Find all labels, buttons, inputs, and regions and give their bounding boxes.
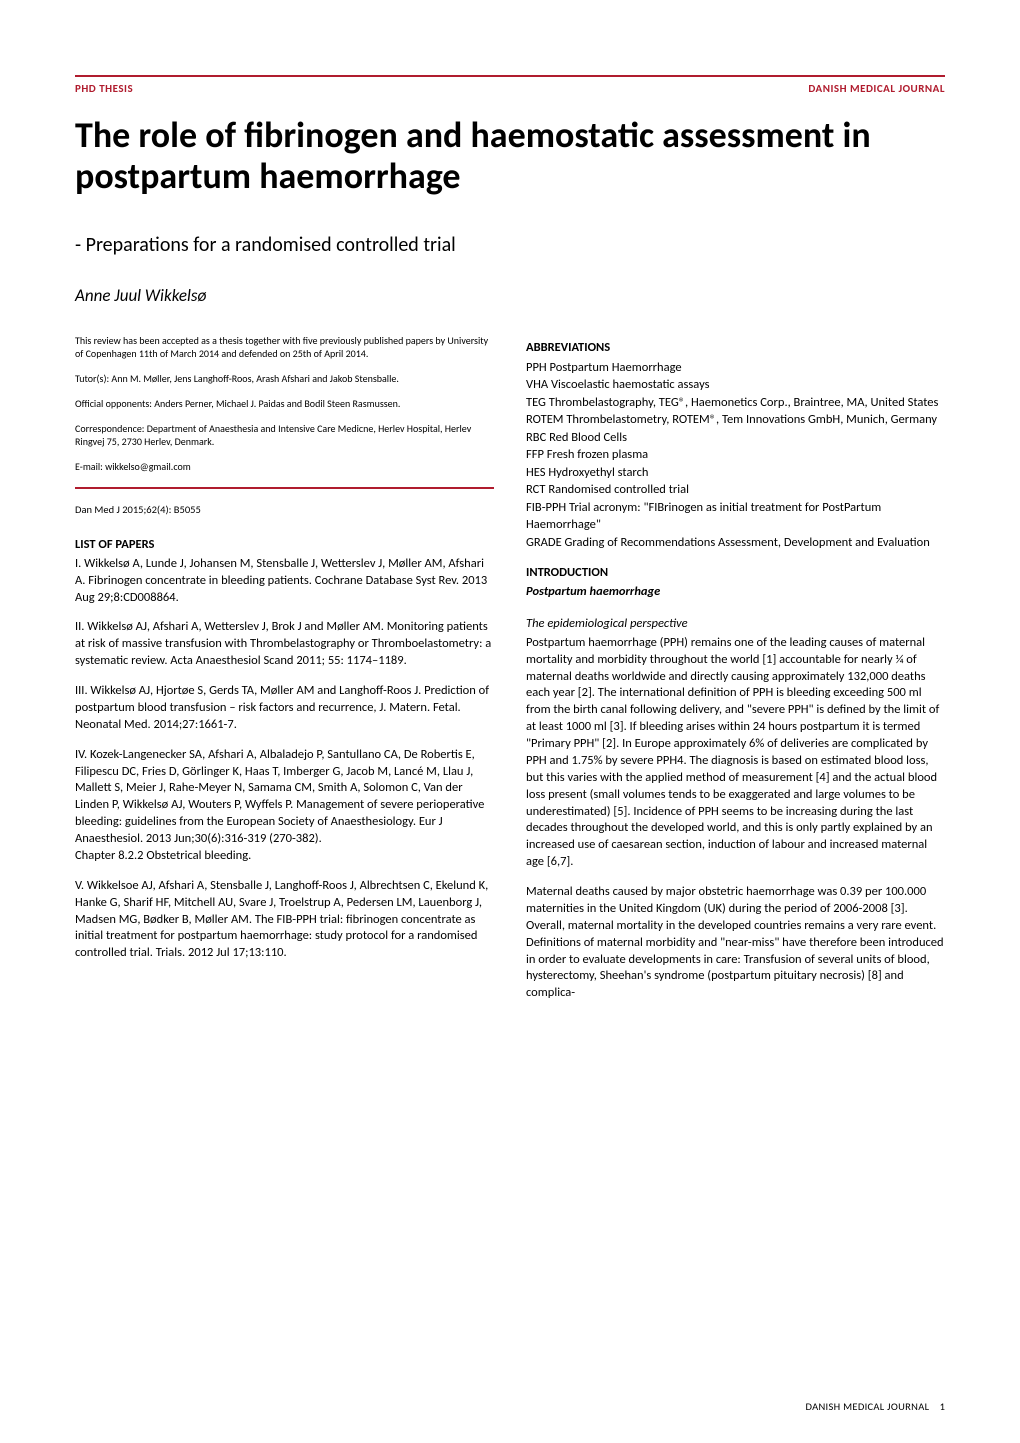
abbr-line: RBC Red Blood Cells	[526, 429, 945, 447]
email: E-mail: wikkelso@gmail.com	[75, 460, 494, 473]
abbr-line: ROTEM Thrombelastometry, ROTEM®, Tem Inn…	[526, 411, 945, 429]
paper-4: IV. Kozek-Langenecker SA, Afshari A, Alb…	[75, 747, 494, 848]
abbreviations-list: PPH Postpartum Haemorrhage VHA Viscoelas…	[526, 359, 945, 552]
paper-1: I. Wikkelsø A, Lunde J, Johansen M, Sten…	[75, 556, 494, 607]
top-rule	[75, 75, 945, 77]
paper-2: II. Wikkelsø AJ, Afshari A, Wetterslev J…	[75, 619, 494, 670]
paper-3: III. Wikkelsø AJ, Hjortøe S, Gerds TA, M…	[75, 683, 494, 734]
abbr-line: GRADE Grading of Recommendations Assessm…	[526, 534, 945, 552]
epi-para-1: Postpartum haemorrhage (PPH) remains one…	[526, 635, 945, 871]
epi-subhead: The epidemiological perspective	[526, 616, 945, 633]
abbr-line: TEG Thrombelastography, TEG®, Haemonetic…	[526, 394, 945, 412]
footer-page-number: 1	[940, 1400, 945, 1413]
correspondence: Correspondence: Department of Anaesthesi…	[75, 422, 494, 448]
abbr-line: HES Hydroxyethyl starch	[526, 464, 945, 482]
list-of-papers-head: LIST OF PAPERS	[75, 537, 494, 554]
footer: DANISH MEDICAL JOURNAL 1	[805, 1400, 945, 1413]
abbr-line: VHA Viscoelastic haemostatic assays	[526, 376, 945, 394]
page-title: The role of fibrinogen and haemostatic a…	[75, 115, 945, 198]
author: Anne Juul Wikkelsø	[75, 285, 945, 306]
abbr-line: PPH Postpartum Haemorrhage	[526, 359, 945, 377]
paper-4-chapter: Chapter 8.2.2 Obstetrical bleeding.	[75, 848, 494, 865]
opponents: Official opponents: Anders Perner, Micha…	[75, 397, 494, 410]
right-column: ABBREVIATIONS PPH Postpartum Haemorrhage…	[526, 334, 945, 1002]
divider-rule	[75, 487, 494, 489]
abbr-line: FFP Fresh frozen plasma	[526, 446, 945, 464]
left-column: This review has been accepted as a thesi…	[75, 334, 494, 1002]
subtitle: - Preparations for a randomised controll…	[75, 233, 945, 257]
epi-para-2: Maternal deaths caused by major obstetri…	[526, 884, 945, 1002]
abbreviations-head: ABBREVIATIONS	[526, 340, 945, 357]
citation: Dan Med J 2015;62(4): B5055	[75, 503, 494, 517]
acceptance-note: This review has been accepted as a thesi…	[75, 334, 494, 360]
tutors: Tutor(s): Ann M. Møller, Jens Langhoff-R…	[75, 372, 494, 385]
introduction-head: INTRODUCTION	[526, 565, 945, 582]
abbr-line: RCT Randomised controlled trial	[526, 481, 945, 499]
header-right: DANISH MEDICAL JOURNAL	[808, 82, 945, 95]
paper-4-block: IV. Kozek-Langenecker SA, Afshari A, Alb…	[75, 747, 494, 865]
abbr-line: FIB-PPH Trial acronym: "FIBrinogen as in…	[526, 499, 945, 534]
header-row: PHD THESIS DANISH MEDICAL JOURNAL	[75, 82, 945, 95]
spacer	[526, 603, 945, 616]
two-column-layout: This review has been accepted as a thesi…	[75, 334, 945, 1002]
intro-subhead: Postpartum haemorrhage	[526, 584, 945, 601]
header-left: PHD THESIS	[75, 82, 133, 95]
paper-5: V. Wikkelsoe AJ, Afshari A, Stensballe J…	[75, 878, 494, 962]
footer-journal: DANISH MEDICAL JOURNAL	[805, 1400, 929, 1413]
